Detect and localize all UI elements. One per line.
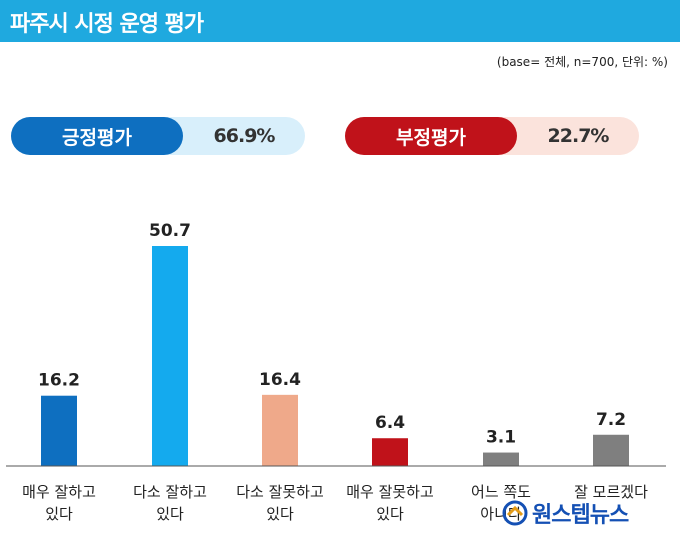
data-label: 7.2 (596, 410, 626, 430)
category-label: 매우 잘하고 (22, 483, 96, 501)
category-label: 있다 (156, 505, 184, 523)
category-label: 어느 쪽도 (471, 483, 531, 501)
category-label: 있다 (376, 505, 404, 523)
negative-summary-pill: 부정평가 22.7% (345, 117, 639, 155)
category-label: 잘 모르겠다 (574, 483, 648, 501)
bar (152, 246, 188, 466)
bar (483, 452, 519, 466)
positive-summary-pill: 긍정평가 66.9% (11, 117, 305, 155)
category-label: 있다 (45, 505, 73, 523)
positive-label: 긍정평가 (11, 117, 183, 155)
bar (262, 394, 298, 466)
category-label: 있다 (266, 505, 294, 523)
data-label: 16.2 (38, 371, 80, 391)
data-label: 3.1 (486, 428, 516, 448)
onestep-news-logo-icon (502, 500, 528, 526)
bar (372, 438, 408, 466)
data-label: 6.4 (375, 413, 405, 433)
page-title: 파주시 시정 운영 평가 (10, 12, 204, 37)
category-label: 다소 잘하고 (133, 483, 207, 501)
data-label: 16.4 (259, 370, 301, 390)
bar (593, 434, 629, 466)
data-label: 50.7 (149, 221, 191, 241)
bar (41, 395, 77, 466)
category-label: 매우 잘못하고 (346, 483, 434, 501)
watermark: 원스텝뉴스 (502, 498, 629, 528)
title-bar: 파주시 시정 운영 평가 (0, 0, 680, 42)
negative-label: 부정평가 (345, 117, 517, 155)
category-label: 다소 잘못하고 (236, 483, 324, 501)
positive-value: 66.9% (213, 125, 276, 147)
negative-value: 22.7% (547, 125, 610, 147)
watermark-text: 원스텝뉴스 (532, 503, 629, 528)
base-note: (base= 전체, n=700, 단위: %) (496, 55, 668, 69)
